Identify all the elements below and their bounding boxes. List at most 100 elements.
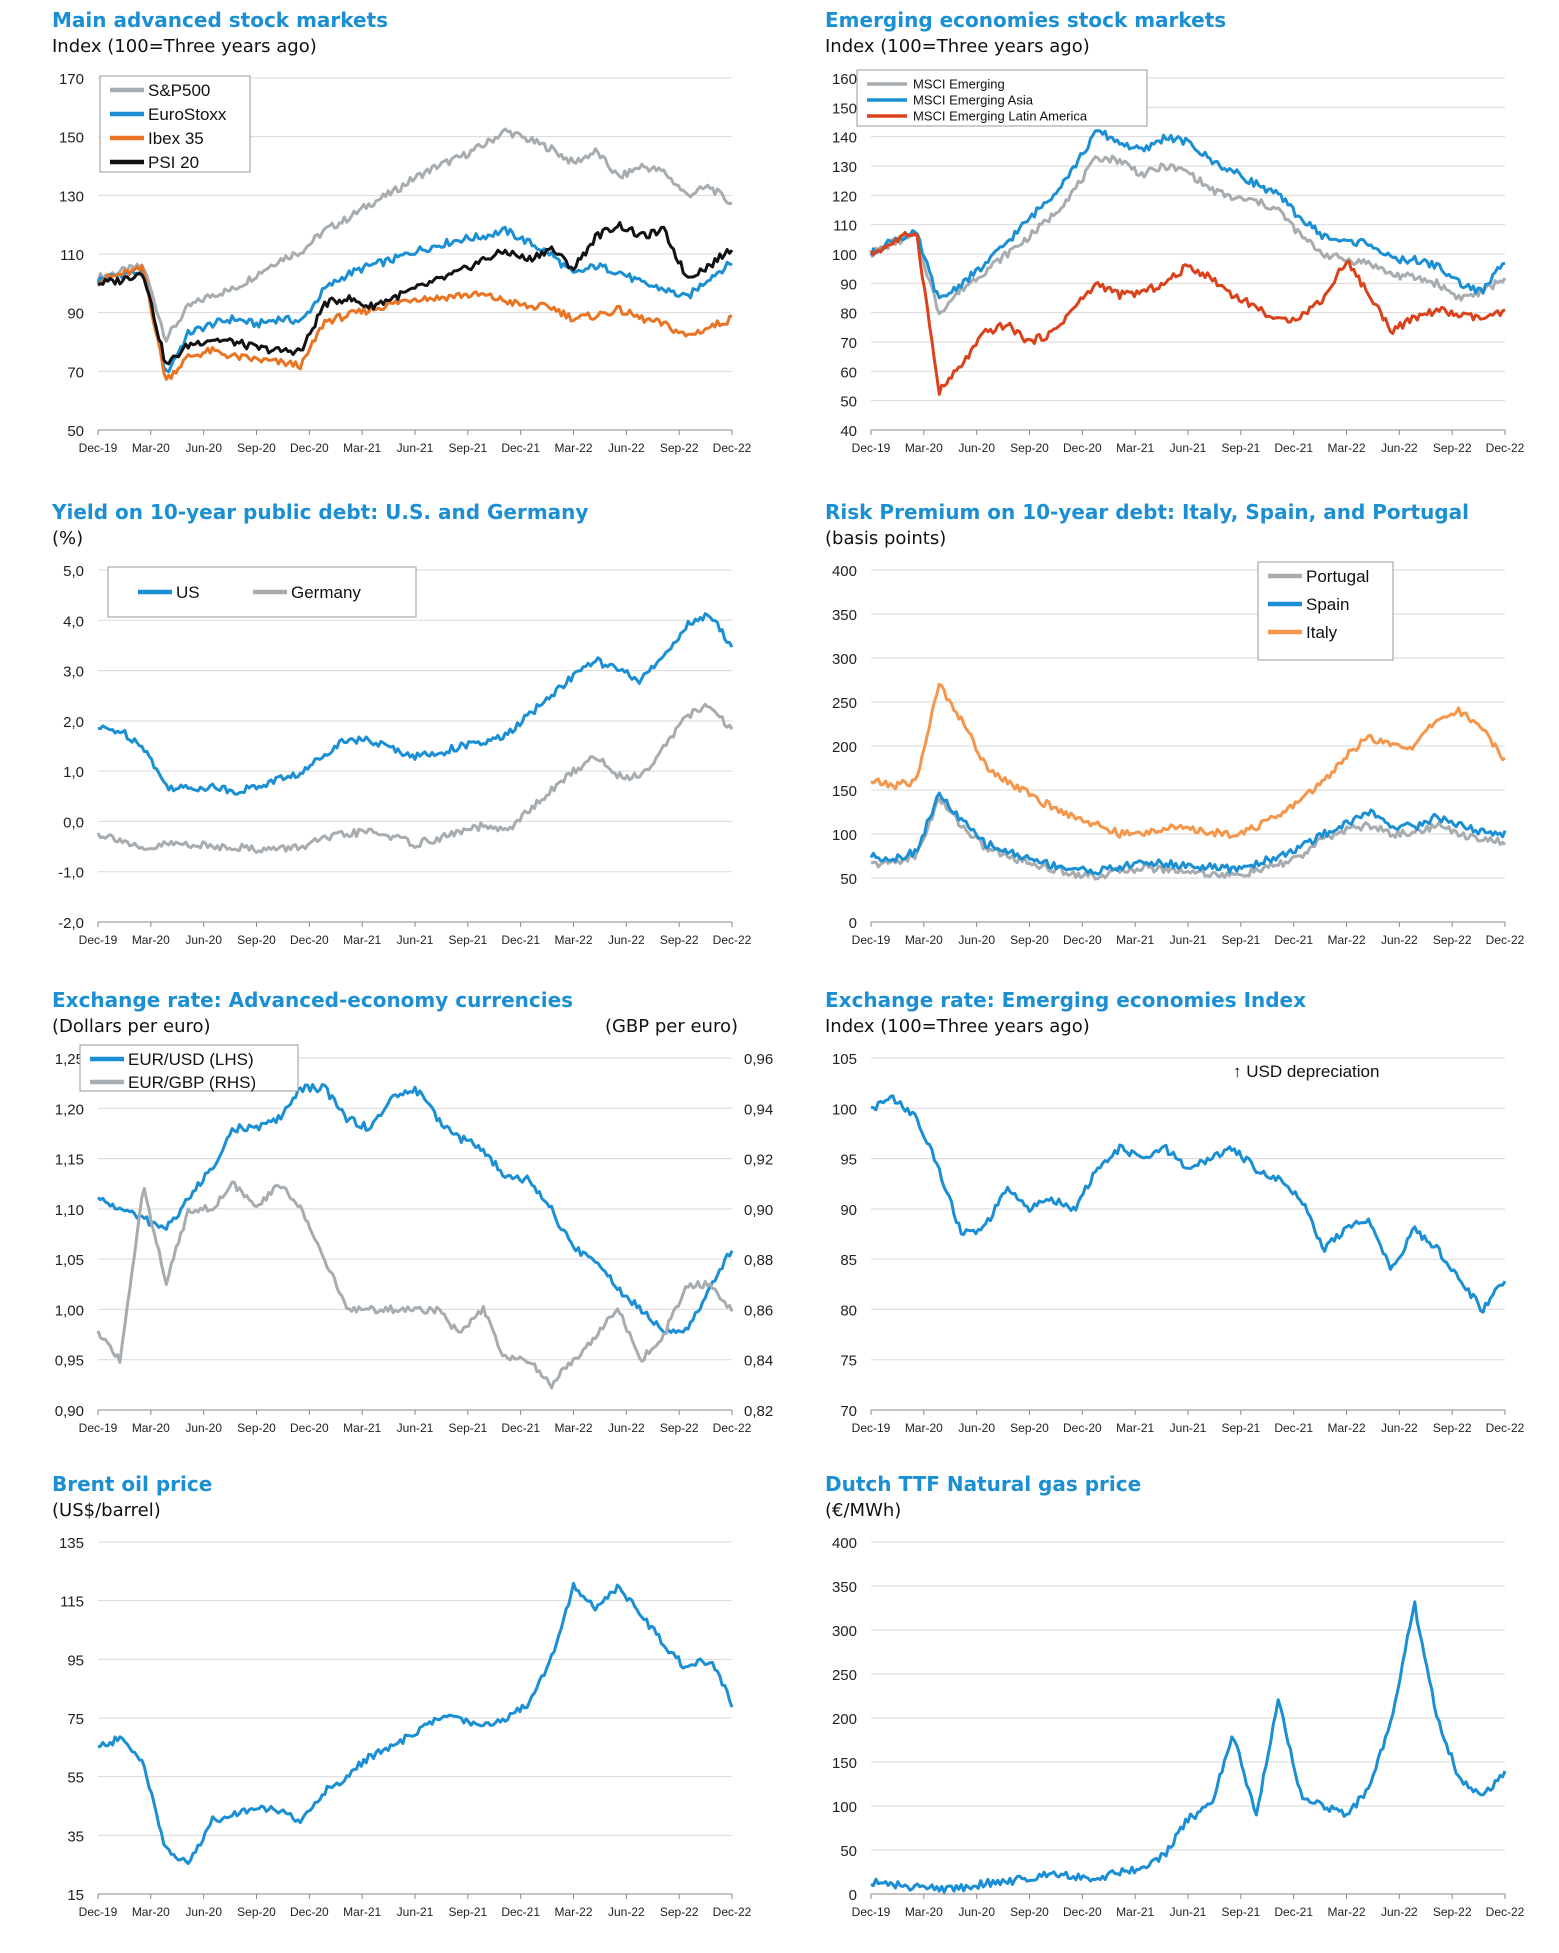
x-tick-label: Jun-21 <box>1170 1905 1207 1919</box>
x-tick-label: Mar-21 <box>1116 1421 1154 1435</box>
y-tick-label: 100 <box>832 1101 857 1118</box>
x-tick-label: Sep-21 <box>1221 441 1260 455</box>
x-tick-label: Mar-20 <box>905 1905 943 1919</box>
chart-subtitle: Index (100=Three years ago) <box>825 1016 1090 1037</box>
x-tick-label: Dec-22 <box>1486 933 1525 947</box>
series-line-eurostoxx <box>96 225 733 374</box>
series-line-msci-emerging-latin-america <box>869 231 1506 396</box>
series-line-msci-emerging-asia <box>869 129 1506 300</box>
panel-fxadv: Exchange rate: Advanced-economy currenci… <box>0 980 773 1450</box>
chart-title: Yield on 10-year public debt: U.S. and G… <box>52 500 589 524</box>
y-right-tick-label: 0,82 <box>744 1403 773 1420</box>
x-tick-label: Jun-20 <box>185 1421 222 1435</box>
y-tick-label: 300 <box>832 651 857 668</box>
series-line-us <box>97 612 734 796</box>
y-tick-label: 3,0 <box>63 664 84 681</box>
x-tick-label: Jun-21 <box>397 1905 434 1919</box>
y-tick-label: 110 <box>60 247 84 264</box>
x-tick-label: Mar-22 <box>554 1421 592 1435</box>
x-tick-label: Dec-19 <box>79 441 118 455</box>
x-tick-label: Jun-20 <box>185 1905 222 1919</box>
y-tick-label: 160 <box>832 71 857 88</box>
y-tick-label: 95 <box>67 1652 84 1669</box>
chart-annotation: ↑ USD depreciation <box>1233 1062 1380 1081</box>
y-tick-label: 60 <box>840 364 857 381</box>
x-tick-label: Mar-20 <box>905 1421 943 1435</box>
y-tick-label: 90 <box>840 276 857 293</box>
x-tick-label: Jun-22 <box>608 933 645 947</box>
x-tick-label: Jun-20 <box>185 441 222 455</box>
x-tick-label: Jun-22 <box>1381 1905 1418 1919</box>
x-tick-label: Mar-20 <box>905 933 943 947</box>
x-tick-label: Mar-22 <box>1327 441 1365 455</box>
chart-subtitle: (Dollars per euro) <box>52 1016 211 1037</box>
x-tick-label: Sep-20 <box>1010 441 1049 455</box>
panel-brent: Brent oil price (US$/barrel) 135 115 95 75 5… <box>0 1464 760 1934</box>
x-tick-label: Dec-22 <box>713 441 752 455</box>
x-tick-label: Mar-20 <box>132 1421 170 1435</box>
series-line-eur-gbp-rhs <box>96 1180 734 1390</box>
x-tick-label: Mar-22 <box>554 1905 592 1919</box>
x-tick-label: Dec-19 <box>852 441 891 455</box>
x-tick-label: Sep-22 <box>1433 933 1472 947</box>
x-tick-label: Sep-21 <box>448 1905 487 1919</box>
x-tick-label: Dec-20 <box>290 441 329 455</box>
legend-label: MSCI Emerging Asia <box>913 93 1034 108</box>
y-tick-label: 50 <box>840 871 857 888</box>
x-tick-label: Jun-21 <box>397 1421 434 1435</box>
y-tick-label: 1,0 <box>63 764 84 781</box>
x-tick-label: Dec-22 <box>1486 441 1525 455</box>
legend-label: Portugal <box>1306 567 1369 586</box>
x-tick-label: Dec-21 <box>1274 1905 1313 1919</box>
x-tick-label: Dec-20 <box>1063 933 1102 947</box>
legend-label: S&P500 <box>148 81 210 100</box>
y-tick-label: 170 <box>59 71 84 88</box>
y-tick-label: 0 <box>849 915 857 932</box>
x-tick-label: Jun-22 <box>1381 933 1418 947</box>
x-tick-label: Dec-21 <box>501 1905 540 1919</box>
chart-subtitle-right: (GBP per euro) <box>604 1016 738 1037</box>
x-tick-label: Mar-20 <box>132 441 170 455</box>
y-tick-label: 350 <box>832 1579 857 1596</box>
x-tick-label: Sep-21 <box>448 1421 487 1435</box>
y-tick-label: 50 <box>67 423 84 440</box>
x-tick-label: Dec-21 <box>501 933 540 947</box>
x-tick-label: Dec-19 <box>79 1905 118 1919</box>
y-tick-label: 70 <box>840 1403 857 1420</box>
y-tick-label: 50 <box>840 394 857 411</box>
y-tick-label: 1,05 <box>55 1252 84 1269</box>
chart-subtitle: (US$/barrel) <box>52 1500 161 1521</box>
x-tick-label: Mar-21 <box>1116 1905 1154 1919</box>
x-tick-label: Dec-22 <box>713 933 752 947</box>
y-tick-label: 75 <box>840 1353 857 1370</box>
x-tick-label: Sep-22 <box>660 933 699 947</box>
y-tick-label: 105 <box>832 1051 857 1068</box>
x-tick-label: Jun-21 <box>1170 1421 1207 1435</box>
x-tick-label: Mar-21 <box>1116 441 1154 455</box>
panel-yield: Yield on 10-year public debt: U.S. and G… <box>0 492 760 962</box>
x-tick-label: Sep-22 <box>1433 1905 1472 1919</box>
y-tick-label: 140 <box>832 130 857 147</box>
x-tick-label: Jun-22 <box>1381 1421 1418 1435</box>
x-tick-label: Mar-22 <box>554 933 592 947</box>
x-tick-label: Jun-22 <box>1381 441 1418 455</box>
chart-subtitle: Index (100=Three years ago) <box>825 36 1090 57</box>
y-right-tick-label: 0,94 <box>744 1101 773 1118</box>
x-tick-label: Sep-21 <box>1221 933 1260 947</box>
legend-box <box>99 75 251 173</box>
legend-label: MSCI Emerging <box>913 77 1005 92</box>
chart-title: Dutch TTF Natural gas price <box>825 1472 1142 1496</box>
panel-risk: Risk Premium on 10-year debt: Italy, Spa… <box>773 492 1533 962</box>
legend-label: PSI 20 <box>148 153 199 172</box>
y-tick-label: -2,0 <box>58 915 84 932</box>
y-tick-label: 100 <box>832 827 857 844</box>
x-tick-label: Sep-20 <box>237 441 276 455</box>
x-tick-label: Mar-21 <box>343 1421 381 1435</box>
x-tick-label: Dec-21 <box>501 441 540 455</box>
x-tick-label: Jun-22 <box>608 441 645 455</box>
x-tick-label: Dec-20 <box>1063 1905 1102 1919</box>
x-tick-label: Sep-22 <box>660 1905 699 1919</box>
x-tick-label: Mar-20 <box>132 1905 170 1919</box>
